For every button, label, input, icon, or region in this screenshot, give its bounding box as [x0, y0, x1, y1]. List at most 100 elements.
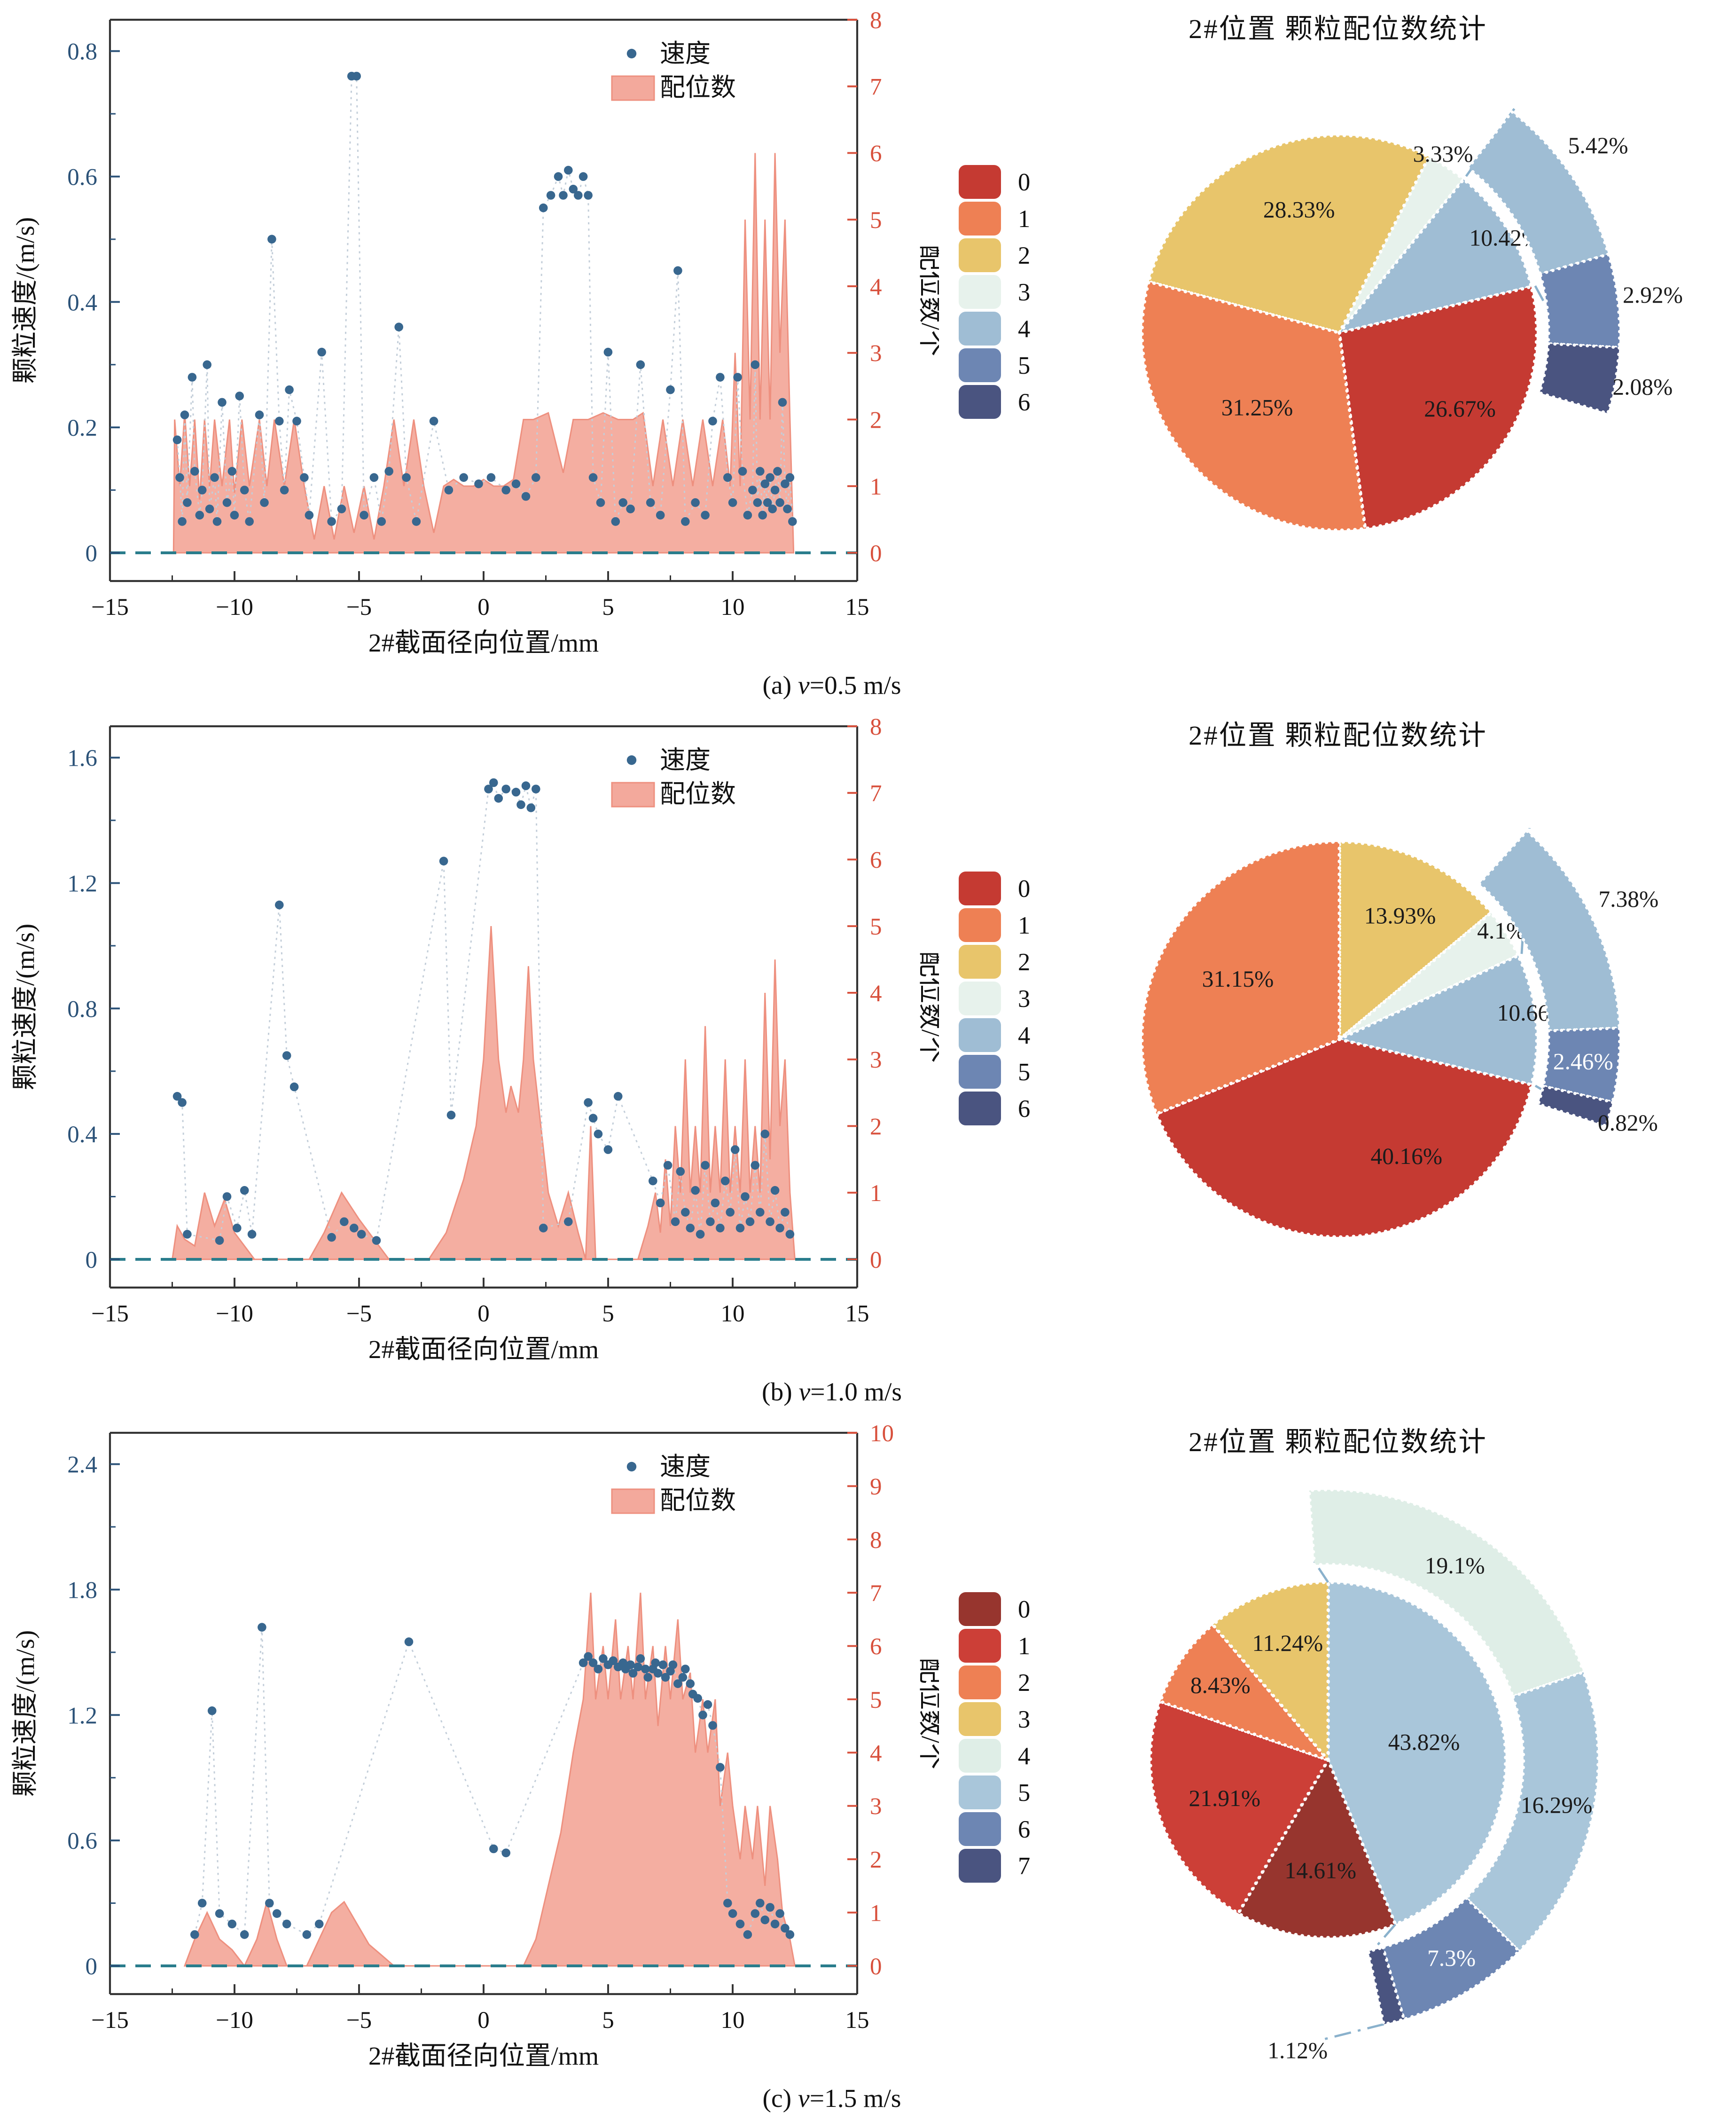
right-tick-label: 3 [870, 1794, 882, 1820]
coordination-pie-c: 43.82% 14.61% 21.91% 8.43%11.24% 19.1% 16.29%… [1149, 1488, 1600, 2064]
breakout-segment-label: 1.12% [1267, 2038, 1328, 2064]
breakout-segment-label: 2.46% [1553, 1048, 1613, 1074]
pie-slice-2 [1158, 1622, 1334, 1764]
legend-swatch [959, 202, 1001, 236]
pie-breakout: 19.1% 16.29% 7.3% 1.12% [1267, 1488, 1600, 2064]
velocity-chart-block-b: −15 −10 −5 0 5 10 15 0 0.4 0.8 1.2 1.6 0 1 2 3 4 5 6 7 8 2#截面… [8, 707, 945, 1376]
legend-swatch [959, 1629, 1001, 1663]
coordination-area [171, 926, 796, 1260]
pie-slices: 43.82% 14.61% 21.91% 8.43%11.24% [1149, 1580, 1508, 1940]
right-tick-label: 2 [870, 1847, 882, 1873]
x-axis-label: 2#截面径向位置/mm [368, 2042, 599, 2071]
right-tick-label: 1 [870, 474, 882, 500]
pie-slice-0 [1337, 284, 1539, 531]
legend-label: 0 [1018, 1594, 1031, 1623]
legend-item-1: 1 [959, 1627, 1030, 1664]
pie-legend-c: 0 1 2 3 4 5 6 7 [959, 1591, 1030, 1884]
legend-item-0: 0 [959, 870, 1030, 907]
right-tick-label: 2 [870, 407, 882, 433]
breakout-segment-6 [1381, 1896, 1521, 2021]
legend-coordination-label: 配位数 [660, 780, 736, 808]
right-tick-label: 0 [870, 1954, 882, 1980]
legend-item-3: 3 [959, 1701, 1030, 1737]
right-tick-label: 6 [870, 141, 882, 167]
right-tick-label: 8 [870, 1527, 882, 1554]
panel-c: −15 −10 −5 0 5 10 15 0 0.6 1.2 1.8 2.4 0 1 2 3 4 5 6 7 8 9 10 2… [0, 1413, 1736, 2083]
legend-swatch [959, 275, 1001, 309]
x-tick-label: −15 [91, 2007, 129, 2034]
left-tick-label: 0 [86, 1247, 98, 1273]
legend-area-icon [611, 1488, 655, 1514]
right-y-axis: 0 1 2 3 4 5 6 7 8 [847, 8, 882, 567]
left-y-axis: 0 0.2 0.4 0.6 0.8 [67, 39, 120, 567]
left-tick-label: 1.6 [67, 746, 97, 772]
legend-item-1: 1 [959, 200, 1030, 237]
pie-slice-label: 31.25% [1221, 395, 1293, 421]
legend-swatch [959, 1739, 1001, 1773]
legend-label: 6 [1018, 1814, 1031, 1843]
pie-slice-label: 14.61% [1284, 1858, 1356, 1884]
legend-item-6: 6 [959, 384, 1030, 420]
legend-swatch [959, 1775, 1001, 1809]
pie-slice-4 [1335, 177, 1533, 336]
velocity-chart-block-c: −15 −10 −5 0 5 10 15 0 0.6 1.2 1.8 2.4 0 1 2 3 4 5 6 7 8 9 10 2… [8, 1413, 945, 2083]
panel-a: −15 −10 −5 0 5 10 15 0 0.2 0.4 0.6 0.8 0 1 2 3 4 5 6 7 8 2#截面… [0, 0, 1736, 670]
right-tick-label: 5 [870, 1687, 882, 1713]
right-tick-label: 1 [870, 1901, 882, 1927]
pie-slice-label: 13.93% [1364, 903, 1436, 929]
legend-dot-icon [626, 48, 637, 59]
caption-a: (a) v=0.5 m/s [0, 670, 1664, 707]
legend-item-4: 4 [959, 1737, 1030, 1774]
pie-slice-4 [1334, 953, 1539, 1087]
legend-item-0: 0 [959, 1591, 1030, 1627]
pie-slices: 13.93%4.1%10.66%40.16%31.15% [1140, 840, 1569, 1239]
legend-item-5: 5 [959, 1053, 1030, 1090]
breakout-segment-5 [1464, 1670, 1600, 1954]
legend-velocity-label: 速度 [660, 39, 711, 68]
legend-swatch [959, 1812, 1001, 1846]
left-tick-label: 0.4 [67, 1122, 97, 1148]
pie-slice-0 [1236, 1756, 1398, 1940]
legend-swatch [959, 945, 1001, 979]
pie-slice-1 [1149, 1699, 1331, 1916]
x-tick-label: −10 [216, 1301, 253, 1327]
legend-label: 5 [1018, 1057, 1031, 1085]
caption-b: (b) v=1.0 m/s [0, 1376, 1664, 1413]
caption-c: (c) v=1.5 m/s [0, 2083, 1664, 2120]
left-tick-label: 2.4 [67, 1452, 97, 1478]
legend-swatch [959, 385, 1001, 419]
pie-slice-3 [1337, 154, 1466, 334]
legend-item-2: 2 [959, 943, 1030, 980]
breakout-connector-line [1313, 1561, 1329, 1583]
right-tick-label: 7 [870, 1580, 882, 1607]
right-y-axis-label: 配位数/个 [916, 244, 939, 356]
breakout-segment-4 [1307, 1488, 1586, 1698]
pie-slice-label: 40.16% [1370, 1143, 1442, 1169]
legend-item-6: 6 [959, 1090, 1030, 1127]
legend-label: 0 [1018, 873, 1031, 902]
left-tick-label: 0 [86, 541, 98, 567]
left-tick-label: 1.2 [67, 871, 97, 897]
legend-velocity-label: 速度 [660, 746, 711, 774]
pie-slice-label: 31.15% [1202, 966, 1274, 992]
caption-text: (b) [761, 1379, 799, 1407]
pie-block-c: 2#位置 颗粒配位数统计 0 1 2 3 4 5 6 7 43.82% 14.61% 21.91%… [945, 1413, 1731, 2076]
legend-item-1: 1 [959, 907, 1030, 943]
legend-swatch [959, 982, 1001, 1015]
x-tick-label: −10 [216, 594, 253, 621]
pie-breakout: 7.38% 2.46% 0.82% [1477, 828, 1658, 1136]
breakout-segment-4 [1466, 110, 1611, 276]
right-tick-label: 4 [870, 274, 882, 300]
caption-variable: v [798, 673, 810, 701]
left-tick-label: 0.4 [67, 290, 97, 316]
left-tick-label: 0 [86, 1954, 98, 1980]
right-tick-label: 6 [870, 1634, 882, 1660]
pie-title-a: 2#位置 颗粒配位数统计 [1189, 16, 1487, 45]
legend-label: 1 [1018, 910, 1031, 939]
legend-swatch [959, 165, 1001, 199]
